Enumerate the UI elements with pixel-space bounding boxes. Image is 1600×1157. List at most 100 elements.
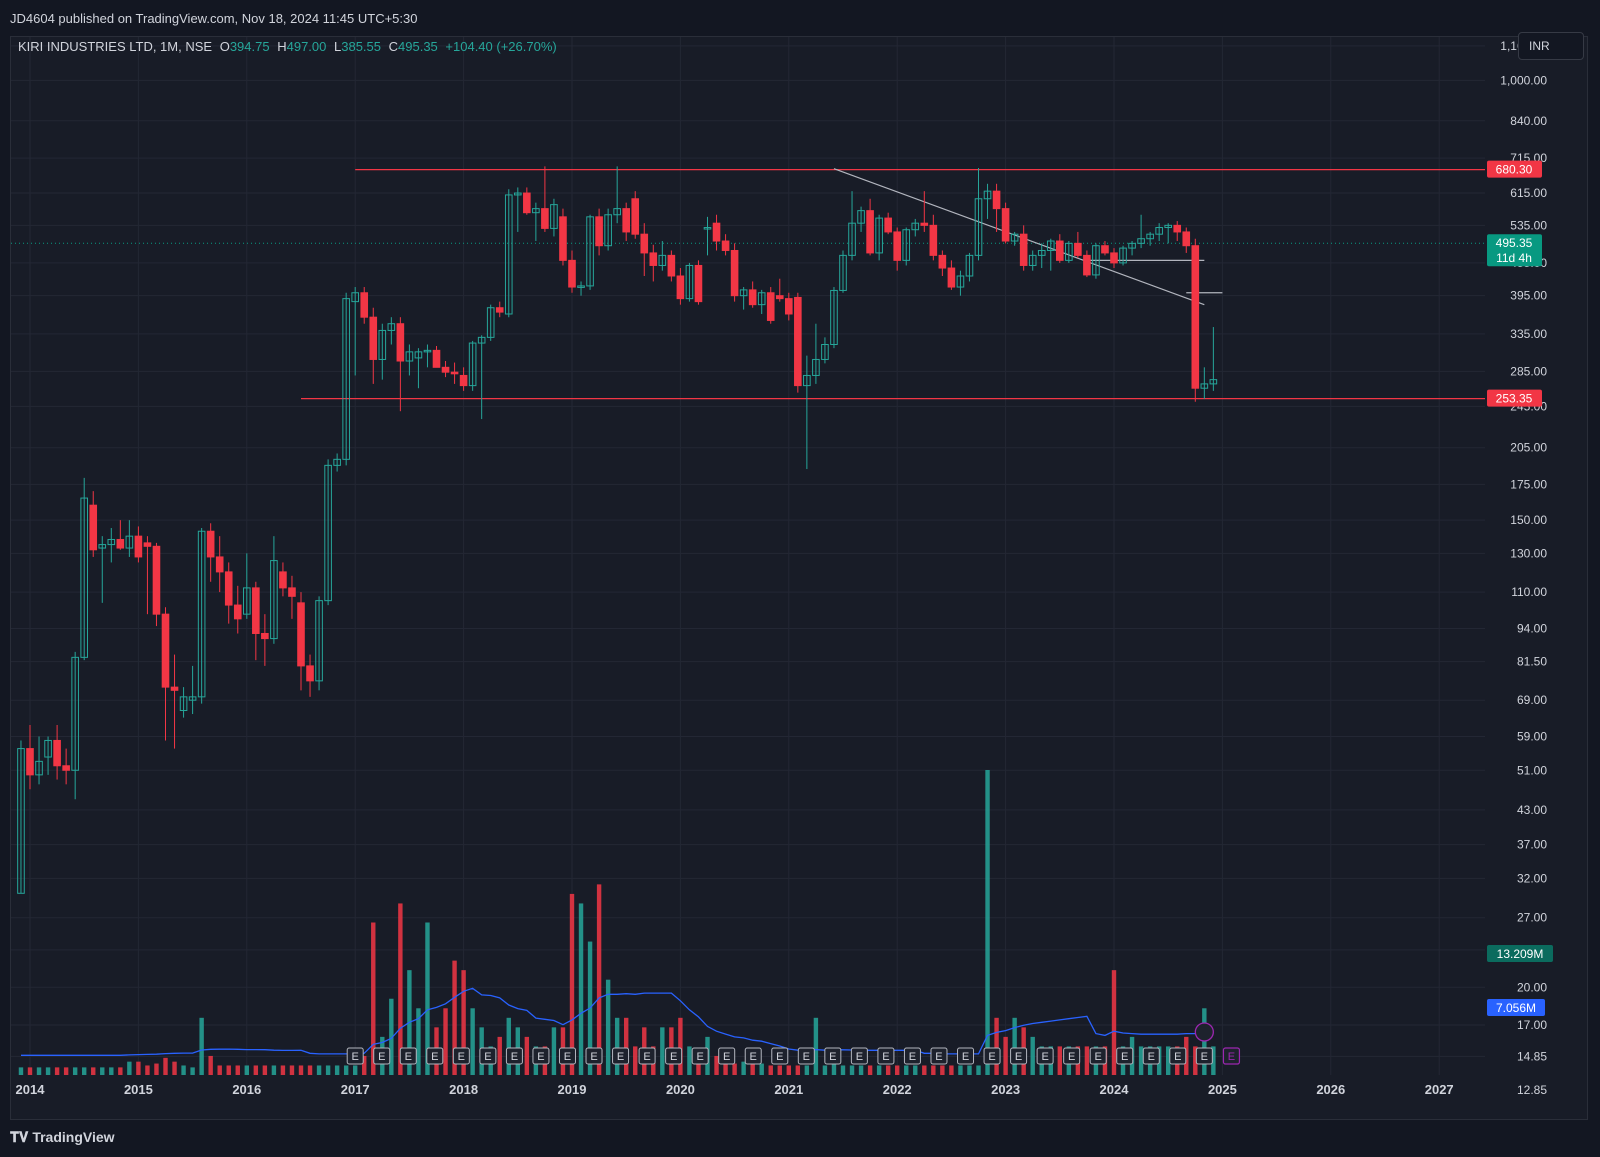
earnings-marker: E: [638, 1047, 656, 1065]
earnings-badge: [1169, 1047, 1187, 1065]
candle-body: [1191, 245, 1200, 389]
candle: [432, 345, 441, 368]
candle-body: [559, 216, 567, 261]
volume-bar: [786, 1065, 791, 1075]
candle-body: [1056, 240, 1064, 261]
candle-body: [947, 267, 956, 288]
earnings-badge: [983, 1047, 1001, 1065]
candle: [369, 307, 378, 384]
candle: [143, 536, 152, 615]
candle-body: [721, 240, 730, 251]
candle-body: [685, 264, 694, 300]
candle-body: [107, 538, 116, 546]
earnings-letter: E: [696, 1051, 703, 1063]
earnings-marker: E: [665, 1047, 683, 1065]
volume-bar: [163, 1057, 168, 1075]
candle-body: [830, 289, 838, 345]
candle: [631, 191, 640, 239]
candle-body: [839, 254, 847, 291]
candle-body: [270, 560, 278, 640]
candle: [152, 542, 161, 627]
price-tag: 680.30: [1487, 160, 1542, 178]
earnings-marker: E: [824, 1047, 842, 1065]
y-tick-label: 205.00: [1510, 441, 1547, 455]
volume-bar: [994, 1017, 999, 1075]
candle-body: [468, 342, 477, 387]
candle: [541, 166, 549, 232]
earnings-badge: [771, 1047, 789, 1065]
volume-bar: [768, 1065, 773, 1075]
earnings-letter: E: [935, 1051, 942, 1063]
volume-bar: [867, 1065, 873, 1075]
flash-icon: [1194, 1022, 1214, 1042]
candle-body: [712, 222, 721, 242]
volume-bar: [678, 1017, 683, 1075]
candle-body: [1200, 383, 1209, 389]
earnings-marker: E: [1195, 1047, 1213, 1065]
y-tick-label: 27.00: [1517, 911, 1547, 925]
candle: [206, 523, 215, 582]
volume-bar: [18, 1067, 24, 1075]
volume-bar: [91, 1067, 96, 1075]
volume-bar: [199, 1017, 204, 1075]
earnings-marker-future: E: [1222, 1047, 1241, 1065]
candle: [821, 337, 829, 364]
volume-bar: [885, 1065, 891, 1075]
x-tick-label: 2023: [991, 1082, 1020, 1097]
earnings-marker: E: [877, 1047, 895, 1065]
candle: [1200, 367, 1209, 399]
candle: [685, 262, 694, 302]
earnings-badge: [452, 1047, 470, 1065]
volume-bar: [804, 1065, 810, 1075]
candle-body: [965, 254, 974, 277]
y-tick-label: 37.00: [1517, 838, 1547, 852]
candle: [89, 491, 98, 557]
volume-bar: [1057, 1046, 1062, 1075]
volume-bar: [687, 1046, 692, 1075]
volume-bar: [551, 1027, 557, 1075]
candle-body: [215, 556, 224, 573]
y-tick-label: 395.00: [1510, 289, 1547, 303]
earnings-marker: E: [558, 1047, 576, 1065]
volume-bar: [524, 1036, 530, 1075]
candle-body: [98, 544, 107, 549]
candle: [1137, 214, 1145, 249]
candle: [947, 260, 956, 290]
candle: [26, 724, 34, 790]
candle: [1155, 223, 1163, 242]
currency-button[interactable]: INR: [1518, 32, 1584, 60]
candle-body: [1128, 242, 1136, 249]
close-value: 495.35: [398, 39, 438, 54]
earnings-marker: E: [1116, 1047, 1134, 1065]
candle-body: [812, 358, 820, 376]
candle-body: [577, 285, 585, 288]
volume-bar: [1003, 1036, 1008, 1075]
published-info: JD4604 published on TradingView.com, Nov…: [10, 11, 418, 26]
candle-body: [143, 542, 152, 547]
candle-body: [306, 665, 314, 682]
y-tick-label: 535.00: [1510, 218, 1547, 232]
earnings-marker: E: [426, 1047, 444, 1065]
tradingview-logo[interactable]: 𝐓𝐕 TradingView: [10, 1129, 115, 1146]
candle-body: [378, 329, 387, 360]
candle-body: [152, 545, 161, 615]
candle: [1092, 243, 1100, 279]
candle: [342, 292, 350, 466]
earnings-badge: [612, 1047, 630, 1065]
volume-bar: [895, 1065, 900, 1075]
candle-body: [1146, 233, 1154, 240]
earnings-marker: E: [612, 1047, 630, 1065]
earnings-badge: [585, 1047, 603, 1065]
candle: [233, 585, 242, 634]
volume-bar: [831, 1055, 837, 1075]
candle: [965, 252, 974, 282]
tradingview-logo-icon: 𝐓𝐕: [10, 1129, 29, 1145]
volume-bar: [596, 884, 602, 1075]
chart-frame[interactable]: [10, 36, 1588, 1120]
candle: [1191, 238, 1200, 402]
volume-bar: [1012, 1017, 1017, 1075]
candle-body: [134, 535, 143, 558]
change-value: +104.40 (+26.70%): [445, 39, 557, 54]
